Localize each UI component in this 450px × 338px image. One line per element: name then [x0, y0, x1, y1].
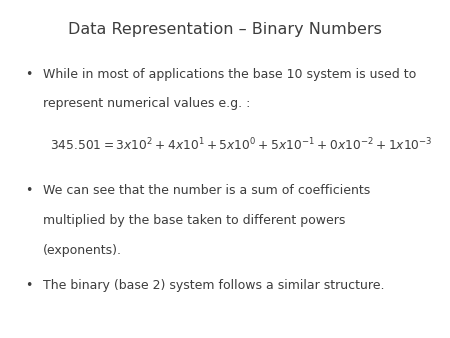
Text: represent numerical values e.g. :: represent numerical values e.g. :: [43, 97, 250, 110]
Text: While in most of applications the base 10 system is used to: While in most of applications the base 1…: [43, 68, 416, 80]
Text: Data Representation – Binary Numbers: Data Representation – Binary Numbers: [68, 22, 382, 37]
Text: multiplied by the base taken to different powers: multiplied by the base taken to differen…: [43, 214, 345, 227]
Text: •: •: [25, 279, 32, 292]
Text: We can see that the number is a sum of coefficients: We can see that the number is a sum of c…: [43, 184, 370, 197]
Text: •: •: [25, 184, 32, 197]
Text: $345.501 = 3x10^{2} + 4x10^{1} + 5x10^{0} + 5x10^{-1} + 0x10^{-2} + 1x10^{-3}$: $345.501 = 3x10^{2} + 4x10^{1} + 5x10^{0…: [50, 137, 432, 153]
Text: (exponents).: (exponents).: [43, 244, 122, 257]
Text: The binary (base 2) system follows a similar structure.: The binary (base 2) system follows a sim…: [43, 279, 384, 292]
Text: •: •: [25, 68, 32, 80]
